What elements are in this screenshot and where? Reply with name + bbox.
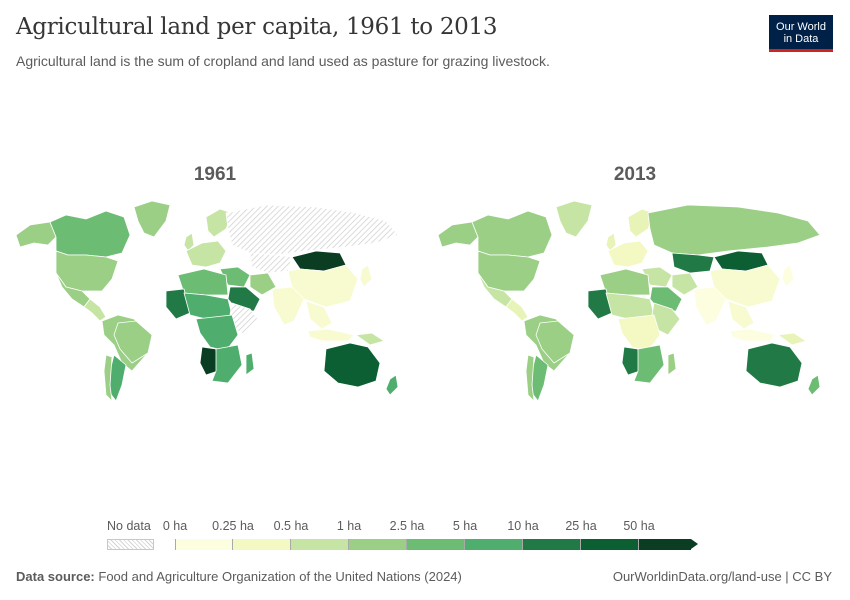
color-legend: No data 0 ha 0.25 ha 0.5 ha 1 ha 2.5 ha 5 ha 1… xyxy=(0,515,850,555)
owid-logo[interactable]: Our World in Data xyxy=(769,15,833,52)
world-map-2013[interactable] xyxy=(428,195,844,410)
region-kazakhstan[interactable] xyxy=(249,252,293,274)
region-namibia[interactable] xyxy=(199,346,219,376)
region-greenland[interactable] xyxy=(555,200,593,238)
legend-bin-1[interactable] xyxy=(233,539,291,550)
region-japan[interactable] xyxy=(781,264,795,288)
region-alaska[interactable] xyxy=(437,221,479,248)
region-sahel[interactable] xyxy=(605,292,655,320)
region-india[interactable] xyxy=(693,286,727,326)
region-indonesia[interactable] xyxy=(307,328,355,342)
region-central-america[interactable] xyxy=(505,298,529,322)
region-new-zealand[interactable] xyxy=(807,374,821,396)
footer-source: Data source: Food and Agriculture Organi… xyxy=(16,569,462,584)
region-south-africa[interactable] xyxy=(633,344,665,384)
region-north-africa[interactable] xyxy=(177,268,229,296)
legend-no-data-swatch[interactable] xyxy=(107,539,154,550)
region-central-africa[interactable] xyxy=(617,314,661,352)
chart-subtitle: Agricultural land is the sum of cropland… xyxy=(16,53,550,69)
region-new-guinea[interactable] xyxy=(777,332,807,346)
region-soviet[interactable] xyxy=(647,204,821,256)
legend-no-data-label: No data xyxy=(107,519,151,533)
region-north-africa[interactable] xyxy=(599,268,651,296)
footer-source-label: Data source: xyxy=(16,569,95,584)
region-central-africa[interactable] xyxy=(195,314,239,352)
region-namibia[interactable] xyxy=(621,346,641,376)
region-iran[interactable] xyxy=(671,272,699,296)
logo-line-1: Our World xyxy=(776,21,826,33)
region-sahel[interactable] xyxy=(183,292,233,320)
region-iran[interactable] xyxy=(249,272,277,296)
region-kazakhstan[interactable] xyxy=(671,252,715,274)
region-brazil[interactable] xyxy=(113,320,153,364)
region-greenland[interactable] xyxy=(133,200,171,238)
footer-url[interactable]: OurWorldinData.org/land-use | CC BY xyxy=(612,569,832,584)
map-title-2013: 2013 xyxy=(613,164,657,185)
legend-label-6: 10 ha xyxy=(507,519,539,533)
region-indonesia[interactable] xyxy=(729,328,777,342)
region-chile[interactable] xyxy=(525,354,535,402)
region-brazil[interactable] xyxy=(535,320,575,364)
legend-bin-8[interactable] xyxy=(639,539,691,550)
legend-label-7: 25 ha xyxy=(565,519,597,533)
legend-label-0: 0 ha xyxy=(162,519,188,533)
legend-label-8: 50 ha xyxy=(623,519,655,533)
region-se-asia[interactable] xyxy=(305,300,333,330)
region-west-africa[interactable] xyxy=(165,288,191,320)
legend-bin-0[interactable] xyxy=(175,539,233,550)
legend-bin-3[interactable] xyxy=(349,539,407,550)
map-title-1961: 1961 xyxy=(193,164,237,185)
region-central-america[interactable] xyxy=(83,298,107,322)
region-west-europe[interactable] xyxy=(185,240,227,268)
region-madagascar[interactable] xyxy=(245,352,255,376)
legend-label-3: 1 ha xyxy=(336,519,362,533)
legend-bin-2[interactable] xyxy=(291,539,349,550)
region-new-guinea[interactable] xyxy=(355,332,385,346)
legend-label-1: 0.25 ha xyxy=(212,519,254,533)
legend-label-4: 2.5 ha xyxy=(389,519,425,533)
region-canada[interactable] xyxy=(49,210,131,258)
legend-label-2: 0.5 ha xyxy=(273,519,309,533)
region-madagascar[interactable] xyxy=(667,352,677,376)
region-chile[interactable] xyxy=(103,354,113,402)
region-se-asia[interactable] xyxy=(727,300,755,330)
region-uk[interactable] xyxy=(183,232,195,252)
region-canada[interactable] xyxy=(471,210,553,258)
legend-bin-6[interactable] xyxy=(523,539,581,550)
region-north-america[interactable] xyxy=(477,250,541,292)
region-japan[interactable] xyxy=(359,264,373,288)
region-uk[interactable] xyxy=(605,232,617,252)
region-soviet[interactable] xyxy=(225,204,399,256)
region-scandinavia[interactable] xyxy=(627,208,655,238)
legend-arrow-icon xyxy=(691,539,698,549)
region-new-zealand[interactable] xyxy=(385,374,399,396)
world-map-1961[interactable] xyxy=(6,195,422,410)
legend-bin-7[interactable] xyxy=(581,539,639,550)
region-scandinavia[interactable] xyxy=(205,208,233,238)
region-north-america[interactable] xyxy=(55,250,119,292)
legend-bin-4[interactable] xyxy=(407,539,465,550)
region-australia[interactable] xyxy=(323,342,381,388)
region-australia[interactable] xyxy=(745,342,803,388)
region-india[interactable] xyxy=(271,286,305,326)
legend-bin-5[interactable] xyxy=(465,539,523,550)
region-west-africa[interactable] xyxy=(587,288,613,320)
logo-line-2: in Data xyxy=(783,33,819,45)
region-west-europe[interactable] xyxy=(607,240,649,268)
footer-source-text[interactable]: Food and Agriculture Organization of the… xyxy=(98,569,462,584)
legend-label-5: 5 ha xyxy=(452,519,478,533)
region-alaska[interactable] xyxy=(15,221,57,248)
region-south-africa[interactable] xyxy=(211,344,243,384)
chart-title: Agricultural land per capita, 1961 to 20… xyxy=(16,14,498,40)
